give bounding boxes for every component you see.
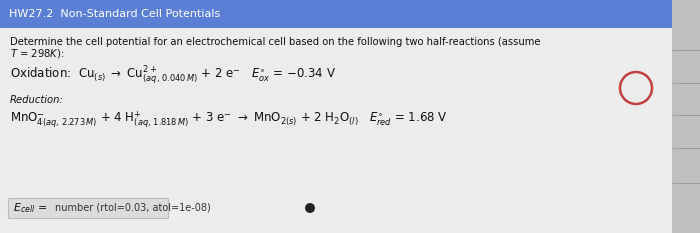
FancyBboxPatch shape (0, 28, 672, 233)
Circle shape (305, 203, 315, 213)
Text: number (rtol=0.03, atol=1e-08): number (rtol=0.03, atol=1e-08) (55, 203, 211, 213)
Text: Determine the cell potential for an electrochemical cell based on the following : Determine the cell potential for an elec… (10, 37, 540, 47)
Text: $E_{cell}$ =: $E_{cell}$ = (13, 201, 48, 215)
FancyBboxPatch shape (672, 0, 700, 233)
Text: Reduction:: Reduction: (10, 95, 64, 105)
Text: Oxidation:  Cu$_{(s)}$ $\rightarrow$ Cu$^{2+}_{(aq,\,0.040\,M)}$ + 2 e$^{-}$   $: Oxidation: Cu$_{(s)}$ $\rightarrow$ Cu$^… (10, 65, 336, 87)
FancyBboxPatch shape (8, 198, 168, 218)
Text: $T$ = 298$K$):: $T$ = 298$K$): (10, 47, 64, 60)
FancyBboxPatch shape (0, 0, 672, 28)
Text: MnO$^{-}_{4(aq,\,2.273\,M)}$ + 4 H$^{+}_{(aq,\,1.818\,M)}$ + 3 e$^{-}$ $\rightar: MnO$^{-}_{4(aq,\,2.273\,M)}$ + 4 H$^{+}_… (10, 109, 447, 130)
Text: HW27.2  Non-Standard Cell Potentials: HW27.2 Non-Standard Cell Potentials (9, 9, 220, 19)
